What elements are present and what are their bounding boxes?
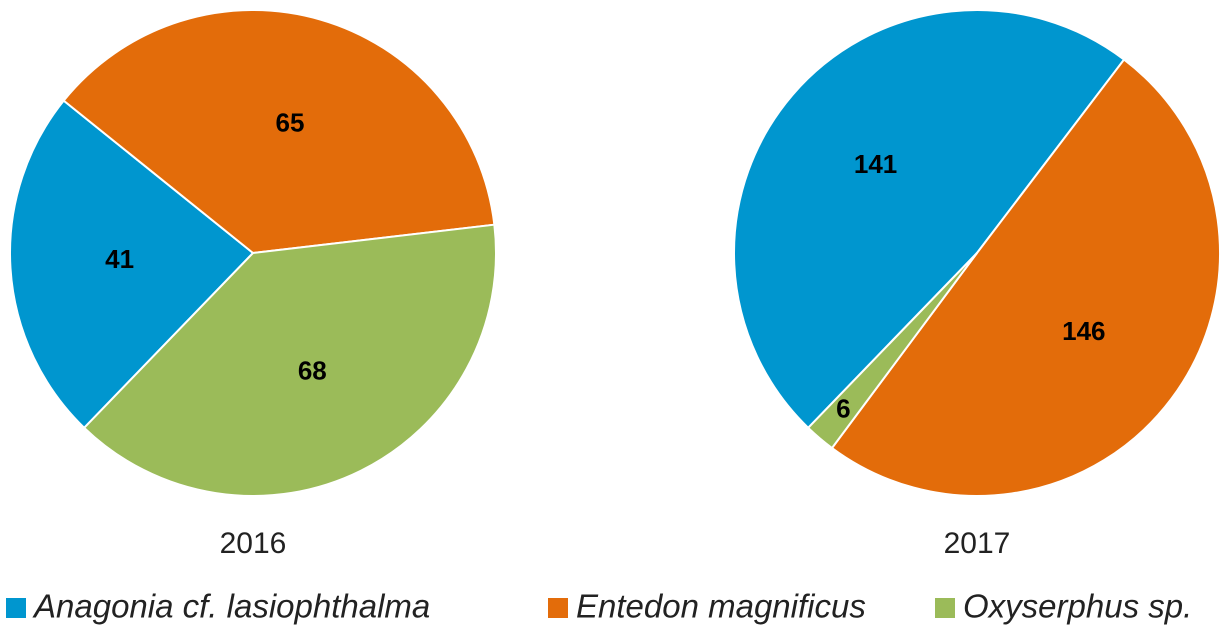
- data-label: 141: [854, 149, 897, 179]
- data-label: 65: [276, 107, 305, 137]
- data-label: 146: [1062, 316, 1105, 346]
- pie-slice: [9, 99, 255, 430]
- legend-swatch: [548, 598, 568, 618]
- legend-swatch: [935, 598, 955, 618]
- pie-slice: [82, 223, 497, 497]
- data-label: 41: [105, 244, 134, 274]
- pie-slice: [830, 58, 1221, 497]
- pie-slice: [806, 252, 978, 450]
- legend-label: Oxyserphus sp.: [963, 588, 1192, 625]
- pie-slice: [62, 9, 496, 255]
- legend-label: Entedon magnificus: [576, 588, 866, 625]
- legend-swatch: [6, 598, 26, 618]
- pie-slice: [733, 9, 1126, 430]
- chart-title: 2017: [944, 527, 1011, 560]
- chart-title: 2016: [220, 527, 287, 560]
- data-label: 68: [298, 356, 327, 386]
- data-label: 6: [836, 393, 850, 423]
- legend-label: Anagonia cf. lasiophthalma: [32, 588, 430, 625]
